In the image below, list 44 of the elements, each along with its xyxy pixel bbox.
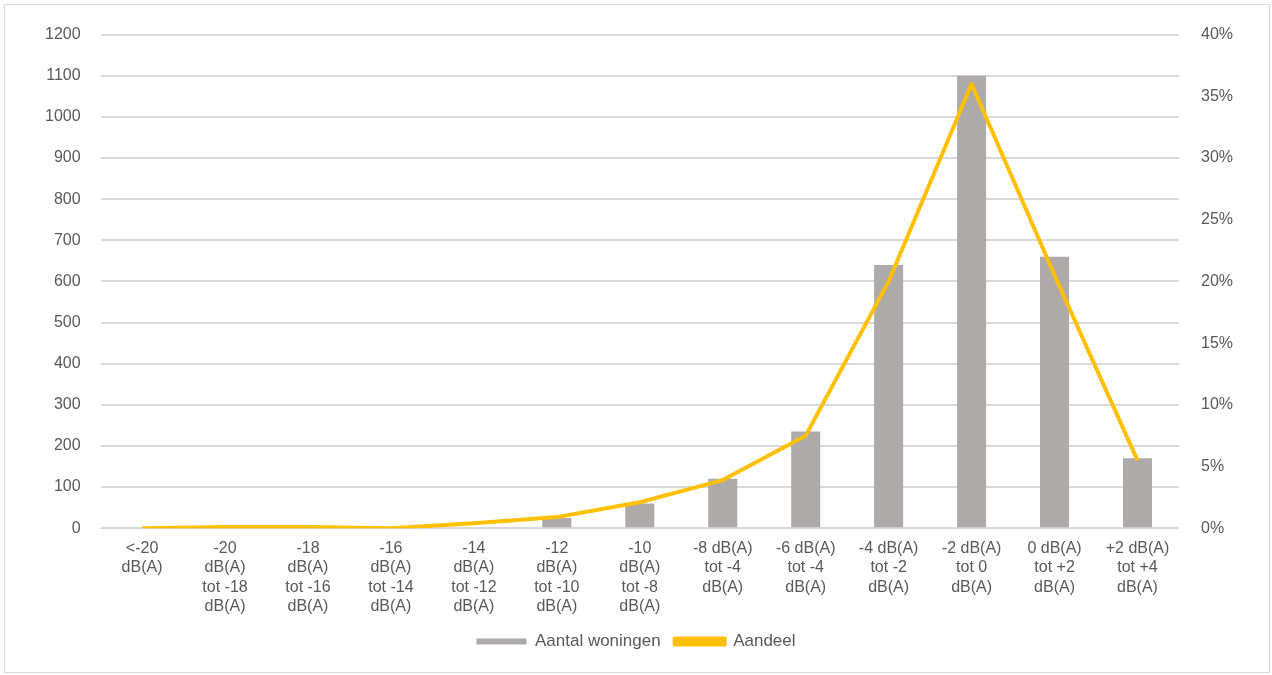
bar <box>708 478 738 528</box>
bar <box>791 431 821 528</box>
bar <box>1122 458 1153 528</box>
y-tick-label: 800 <box>53 189 81 207</box>
x-tick-label: -6 dB(A) tot -4 dB(A) <box>775 539 836 595</box>
y2-tick-label: 20% <box>1200 271 1234 289</box>
y-tick-label: 1100 <box>46 66 81 84</box>
x-tick-label: <-20 dB(A) <box>121 539 163 576</box>
y2-tick-label: 40% <box>1200 25 1234 43</box>
x-tick-label: -20 dB(A) tot -18 dB(A) <box>202 539 248 614</box>
y-tick-label: 700 <box>53 230 81 248</box>
bar <box>625 503 655 528</box>
y2-tick-label: 35% <box>1200 86 1234 104</box>
x-tick-label: -18 dB(A) tot -16 dB(A) <box>285 539 331 614</box>
x-tick-label: -16 dB(A) tot -14 dB(A) <box>368 539 414 614</box>
y-tick-label: 0 <box>71 518 81 536</box>
x-tick-label: -12 dB(A) tot -10 dB(A) <box>534 539 580 614</box>
y-tick-label: 200 <box>53 436 81 454</box>
x-tick-label: 0 dB(A) tot +2 dB(A) <box>1027 539 1082 595</box>
bar <box>1040 256 1070 528</box>
y-tick-label: 1200 <box>45 25 81 43</box>
x-tick-label: -14 dB(A) tot -12 dB(A) <box>451 539 497 614</box>
y2-tick-label: 25% <box>1200 210 1234 228</box>
bar <box>874 264 904 528</box>
y2-tick-label: 30% <box>1200 148 1234 166</box>
y-tick-label: 300 <box>53 395 81 413</box>
y2-tick-label: 5% <box>1200 456 1225 474</box>
y-tick-label: 1000 <box>45 107 81 125</box>
legend-label: Aantal woningen <box>534 631 661 651</box>
y-tick-label: 100 <box>53 477 81 495</box>
x-tick-label: -4 dB(A) tot -2 dB(A) <box>858 539 919 595</box>
legend-label: Aandeel <box>733 631 796 651</box>
x-tick-label: +2 dB(A) tot +4 dB(A) <box>1105 539 1170 595</box>
bar <box>957 75 987 528</box>
y2-tick-label: 10% <box>1200 395 1234 413</box>
y-tick-label: 600 <box>53 271 81 289</box>
x-tick-label: -10 dB(A) tot -8 dB(A) <box>619 539 661 614</box>
y-tick-label: 400 <box>53 354 81 372</box>
x-tick-label: -8 dB(A) tot -4 dB(A) <box>692 539 753 595</box>
y2-tick-label: 0% <box>1200 518 1225 536</box>
y-tick-label: 500 <box>53 312 81 330</box>
x-tick-label: -2 dB(A) tot 0 dB(A) <box>941 539 1002 595</box>
y-tick-label: 900 <box>53 148 81 166</box>
y2-tick-label: 15% <box>1200 333 1234 351</box>
